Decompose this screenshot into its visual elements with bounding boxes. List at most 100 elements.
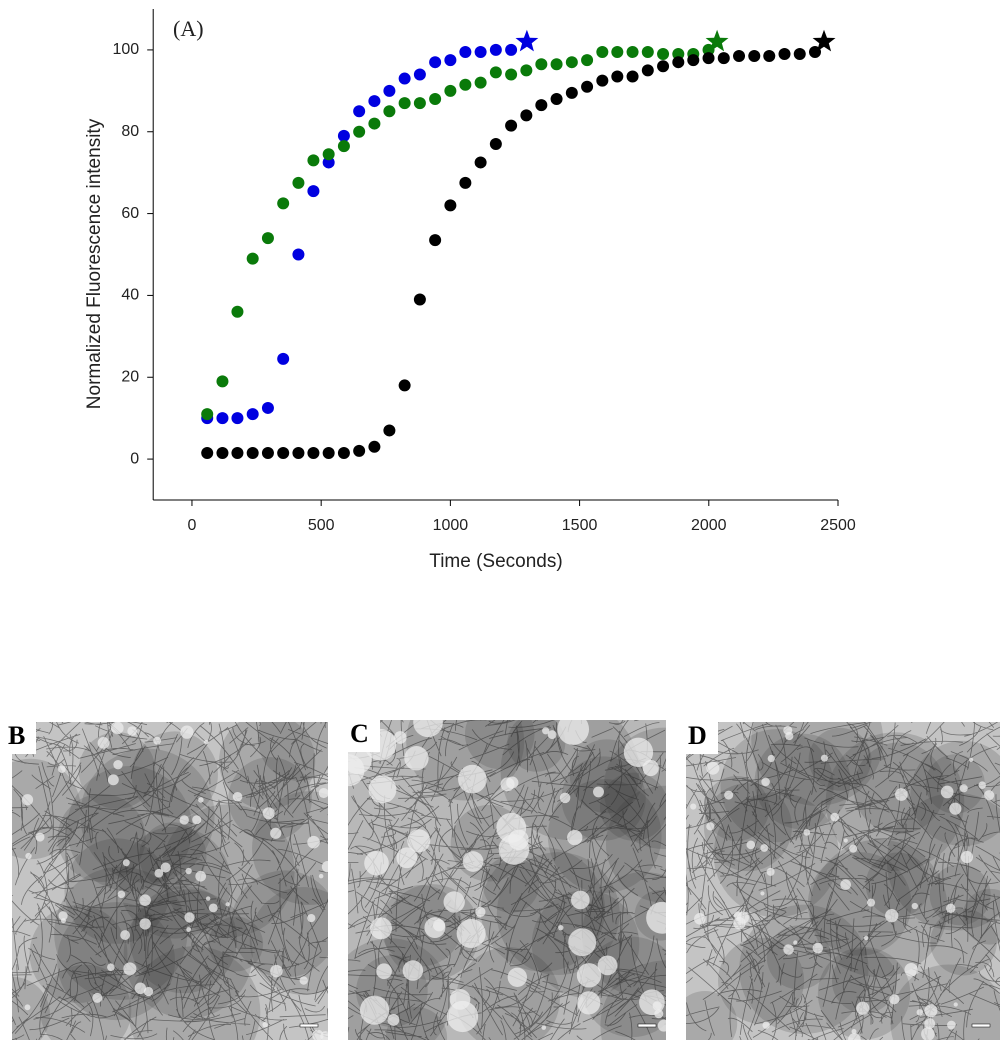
dark-region xyxy=(807,852,912,956)
data-point xyxy=(383,105,396,118)
light-spot xyxy=(60,918,66,924)
label-box xyxy=(682,722,718,754)
light-spot xyxy=(724,790,734,800)
light-spot xyxy=(446,1000,479,1033)
light-spot xyxy=(843,838,848,843)
light-spot xyxy=(113,759,123,770)
data-point xyxy=(657,48,670,61)
light-spot xyxy=(940,785,954,799)
light-spot xyxy=(184,912,195,923)
y-tick-label: 80 xyxy=(121,123,139,140)
data-point xyxy=(292,176,305,189)
light-spot xyxy=(547,730,557,740)
light-spot xyxy=(760,844,769,852)
data-point xyxy=(277,446,290,459)
data-point xyxy=(641,64,654,77)
dark-region xyxy=(809,839,948,978)
light-spot xyxy=(576,963,602,988)
light-spot xyxy=(849,844,858,853)
light-spot xyxy=(623,737,654,767)
light-spot xyxy=(916,1009,924,1016)
dark-region xyxy=(249,886,328,995)
light-spot xyxy=(785,731,794,741)
end-star xyxy=(515,29,539,52)
light-spot xyxy=(143,986,154,997)
light-spot xyxy=(947,1020,956,1030)
panel-label: C xyxy=(350,719,369,748)
light-spot xyxy=(793,940,798,945)
light-spot xyxy=(312,1029,324,1040)
light-spot xyxy=(762,1021,770,1029)
light-spot xyxy=(321,860,328,873)
data-point xyxy=(444,84,457,97)
light-spot xyxy=(154,868,164,878)
data-point xyxy=(550,93,563,106)
data-point xyxy=(505,119,518,132)
dark-region xyxy=(925,754,985,814)
data-point xyxy=(307,185,320,198)
data-point xyxy=(626,70,639,83)
data-point xyxy=(246,408,259,421)
light-spot xyxy=(812,942,824,954)
light-spot xyxy=(646,901,666,934)
dark-region xyxy=(930,908,997,976)
data-point xyxy=(565,86,578,99)
data-point xyxy=(368,95,381,108)
light-spot xyxy=(983,790,995,801)
dark-region xyxy=(380,885,462,967)
light-spot xyxy=(946,903,956,914)
light-spot xyxy=(820,754,828,762)
data-point xyxy=(763,50,776,63)
label-box xyxy=(0,722,36,754)
data-point xyxy=(201,408,214,421)
light-spot xyxy=(507,967,528,988)
light-spot xyxy=(195,870,207,882)
light-spot xyxy=(851,1028,857,1034)
data-point xyxy=(398,72,411,85)
data-point xyxy=(535,99,548,112)
light-spot xyxy=(186,927,192,932)
light-spot xyxy=(458,764,487,794)
data-point xyxy=(368,117,381,130)
data-point xyxy=(292,446,305,459)
data-point xyxy=(733,50,746,63)
light-spot xyxy=(307,913,316,923)
data-point xyxy=(596,45,609,58)
light-spot xyxy=(885,908,899,923)
light-spot xyxy=(393,731,407,744)
light-spot xyxy=(402,960,424,981)
light-spot xyxy=(654,1009,664,1019)
panel-label: D xyxy=(688,721,707,750)
dark-region xyxy=(599,772,666,841)
data-point xyxy=(292,248,305,261)
x-tick-label: 1000 xyxy=(433,517,469,534)
data-point xyxy=(413,97,426,110)
data-point xyxy=(201,446,214,459)
light-spot xyxy=(475,906,486,918)
data-point xyxy=(520,64,533,77)
light-spot xyxy=(153,736,162,745)
light-spot xyxy=(706,761,720,775)
dark-region xyxy=(720,729,834,843)
panel-annotation: (A) xyxy=(173,16,204,41)
light-spot xyxy=(348,754,365,787)
data-point xyxy=(231,305,244,318)
data-point xyxy=(793,48,806,61)
fibrils xyxy=(12,722,328,1040)
scale-bar xyxy=(637,1023,657,1028)
y-tick-label: 60 xyxy=(121,205,139,222)
data-point xyxy=(246,446,259,459)
light-spot xyxy=(107,963,115,971)
light-spot xyxy=(736,911,749,924)
light-spot xyxy=(25,852,32,860)
data-point xyxy=(231,446,244,459)
light-spot xyxy=(318,788,328,799)
data-point xyxy=(429,234,442,247)
data-point xyxy=(535,58,548,71)
light-spot xyxy=(462,851,484,872)
data-point xyxy=(322,446,335,459)
data-point xyxy=(459,176,472,189)
light-spot xyxy=(830,812,840,822)
data-point xyxy=(261,401,274,414)
data-point xyxy=(474,45,487,58)
